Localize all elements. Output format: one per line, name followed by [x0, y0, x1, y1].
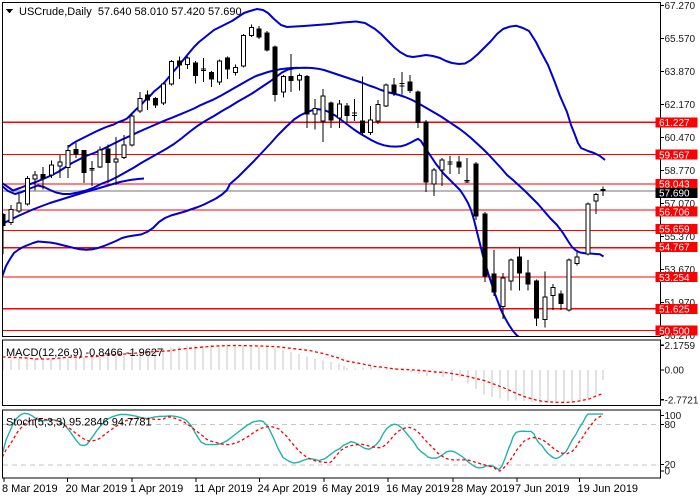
svg-text:50.270: 50.270: [665, 331, 696, 342]
svg-text:20: 20: [665, 460, 677, 471]
svg-text:58.043: 58.043: [659, 180, 690, 191]
svg-text:56.706: 56.706: [659, 207, 690, 218]
svg-text:USCrude,Daily 57.640 58.010 5: USCrude,Daily 57.640 58.010 57.420 57.69…: [19, 6, 242, 18]
svg-text:57.070: 57.070: [665, 199, 696, 210]
svg-text:24 Apr 2019: 24 Apr 2019: [258, 483, 317, 495]
svg-text:6 May 2019: 6 May 2019: [322, 483, 379, 495]
svg-text:80: 80: [665, 420, 677, 431]
svg-text:54.767: 54.767: [659, 243, 690, 254]
svg-text:0.00: 0.00: [665, 366, 685, 377]
svg-text:28 May 2019: 28 May 2019: [451, 483, 515, 495]
svg-text:7 Jun 2019: 7 Jun 2019: [515, 483, 569, 495]
svg-text:11 Apr 2019: 11 Apr 2019: [194, 483, 253, 495]
svg-text:1 Apr 2019: 1 Apr 2019: [130, 483, 183, 495]
svg-text:0: 0: [665, 467, 671, 478]
svg-text:63.870: 63.870: [665, 67, 696, 78]
svg-text:Stoch(5,3,3) 95.2846 94.7781: Stoch(5,3,3) 95.2846 94.7781: [6, 417, 152, 429]
svg-text:-2.7721: -2.7721: [665, 395, 699, 406]
svg-text:20 Mar 2019: 20 Mar 2019: [66, 483, 128, 495]
svg-text:62.170: 62.170: [665, 100, 696, 111]
svg-text:51.625: 51.625: [659, 305, 690, 316]
svg-text:51.970: 51.970: [665, 298, 696, 309]
svg-text:58.770: 58.770: [665, 166, 696, 177]
svg-text:65.570: 65.570: [665, 34, 696, 45]
svg-text:67.270: 67.270: [665, 1, 696, 12]
svg-text:59.567: 59.567: [659, 150, 690, 161]
svg-text:55.659: 55.659: [659, 225, 690, 236]
svg-text:MACD(12,26,9) -0.8466 -1.9627: MACD(12,26,9) -0.8466 -1.9627: [6, 347, 163, 359]
svg-text:57.690: 57.690: [659, 189, 690, 200]
svg-text:50.500: 50.500: [659, 326, 690, 337]
svg-text:53.254: 53.254: [659, 273, 690, 284]
svg-text:16 May 2019: 16 May 2019: [386, 483, 450, 495]
svg-text:55.370: 55.370: [665, 232, 696, 243]
svg-text:61.227: 61.227: [659, 118, 690, 129]
svg-text:19 Jun 2019: 19 Jun 2019: [578, 483, 639, 495]
svg-text:100: 100: [665, 411, 682, 422]
svg-text:53.670: 53.670: [665, 265, 696, 276]
svg-text:2.1759: 2.1759: [665, 341, 696, 352]
svg-text:8 Mar 2019: 8 Mar 2019: [2, 483, 58, 495]
svg-text:60.470: 60.470: [665, 133, 696, 144]
